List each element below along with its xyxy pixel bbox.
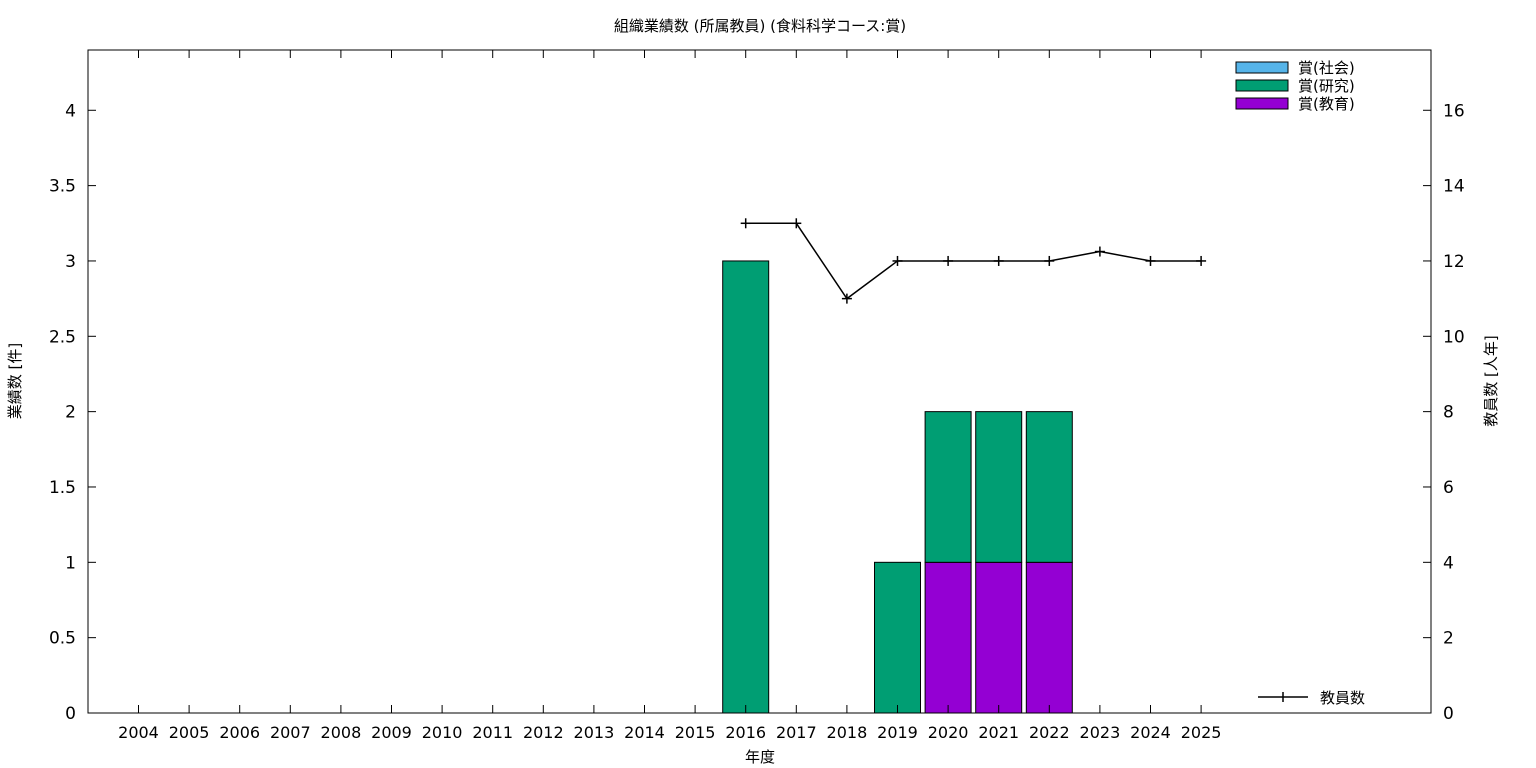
y2-tick-label: 0 (1443, 704, 1454, 724)
legend-swatch (1235, 97, 1289, 110)
bar-2020-賞(研究) (924, 411, 972, 563)
y2-axis-label: 教員数 [人年] (1482, 335, 1500, 426)
legend-item: 賞(社会) (1235, 59, 1355, 77)
bar-2022-賞(研究) (1025, 411, 1073, 563)
x-tick-label: 2022 (1029, 723, 1070, 742)
line-point-2023 (1094, 246, 1105, 257)
x-tick-label: 2011 (472, 723, 513, 742)
legend-item: 賞(教育) (1235, 95, 1355, 113)
x-tick-label: 2023 (1080, 723, 1121, 742)
plot-frame (87, 49, 1432, 714)
line-group (740, 218, 1207, 304)
x-tick-label: 2007 (270, 723, 311, 742)
x-tick-label: 2024 (1130, 723, 1171, 742)
line-point-2020 (943, 255, 954, 266)
x-tick-label: 2021 (978, 723, 1019, 742)
line-point-2016 (740, 218, 751, 229)
x-tick-label: 2005 (169, 723, 210, 742)
legend-swatch (1235, 61, 1289, 74)
y-axis-label: 業績数 [件] (6, 343, 24, 419)
chart-title: 組織業績数 (所属教員) (食料科学コース:賞) (614, 17, 906, 35)
bar-2021-賞(研究) (975, 411, 1023, 563)
y2-tick-label: 2 (1443, 629, 1454, 649)
y2-tick-label: 8 (1443, 403, 1454, 423)
y-tick-label: 2.5 (49, 327, 76, 347)
y-tick-label: 1.5 (49, 478, 76, 498)
y-axis: 0 0.5 1 1.5 2 2.5 3 3.5 4 (49, 101, 96, 724)
x-axis: 2004 2005 2006 2007 2008 2009 2010 2011 2012 2013… (118, 50, 1221, 742)
x-tick-label: 2016 (725, 723, 766, 742)
line-point-2018 (841, 293, 852, 304)
y2-tick-label: 4 (1443, 553, 1454, 573)
x-axis-label: 年度 (745, 748, 775, 766)
bar-2022-賞(教育) (1025, 561, 1073, 714)
x-tick-label: 2006 (219, 723, 260, 742)
x-tick-label: 2004 (118, 723, 159, 742)
x-tick-label: 2015 (675, 723, 716, 742)
y-tick-label: 2 (65, 403, 76, 423)
line-legend: 教員数 (1258, 689, 1365, 707)
line-point-2019 (892, 255, 903, 266)
y-tick-label: 1 (65, 553, 76, 573)
bar-2020-賞(教育) (924, 561, 972, 714)
x-tick-label: 2009 (371, 723, 412, 742)
legend: 賞(社会)賞(研究)賞(教育) (1235, 59, 1355, 113)
y2-tick-label: 10 (1443, 327, 1465, 347)
y2-tick-label: 12 (1443, 252, 1465, 272)
line-point-2017 (791, 218, 802, 229)
legend-label: 賞(社会) (1298, 59, 1355, 77)
bar-2021-賞(教育) (975, 561, 1023, 714)
y-tick-label: 3 (65, 252, 76, 272)
legend-label: 賞(研究) (1298, 77, 1355, 95)
y-tick-label: 3.5 (49, 177, 76, 197)
bar-2019-賞(研究) (874, 561, 921, 714)
y-tick-label: 0 (65, 704, 76, 724)
bar-2016-賞(研究) (722, 260, 770, 714)
line-point-2025 (1196, 255, 1207, 266)
y2-axis: 0 2 4 6 8 10 12 14 16 (1423, 101, 1465, 724)
x-tick-label: 2017 (776, 723, 817, 742)
line-point-2022 (1044, 255, 1055, 266)
y2-tick-label: 14 (1443, 177, 1465, 197)
x-tick-label: 2008 (321, 723, 362, 742)
x-tick-label: 2012 (523, 723, 564, 742)
y-tick-label: 0.5 (49, 629, 76, 649)
x-tick-label: 2020 (928, 723, 969, 742)
y-tick-label: 4 (65, 101, 76, 121)
x-tick-label: 2019 (877, 723, 918, 742)
bars-group (722, 260, 1073, 714)
y2-tick-label: 6 (1443, 478, 1454, 498)
legend-swatch (1235, 79, 1289, 92)
legend-item: 賞(研究) (1235, 77, 1355, 95)
line-教員数 (745, 222, 1202, 300)
x-tick-label: 2010 (422, 723, 463, 742)
y2-tick-label: 16 (1443, 101, 1465, 121)
line-point-2024 (1145, 255, 1156, 266)
x-tick-label: 2025 (1181, 723, 1222, 742)
line-point-2021 (993, 255, 1004, 266)
x-tick-label: 2013 (574, 723, 615, 742)
x-tick-label: 2014 (624, 723, 665, 742)
legend-label: 賞(教育) (1298, 95, 1355, 113)
x-tick-label: 2018 (827, 723, 868, 742)
line-legend-label: 教員数 (1320, 689, 1365, 707)
